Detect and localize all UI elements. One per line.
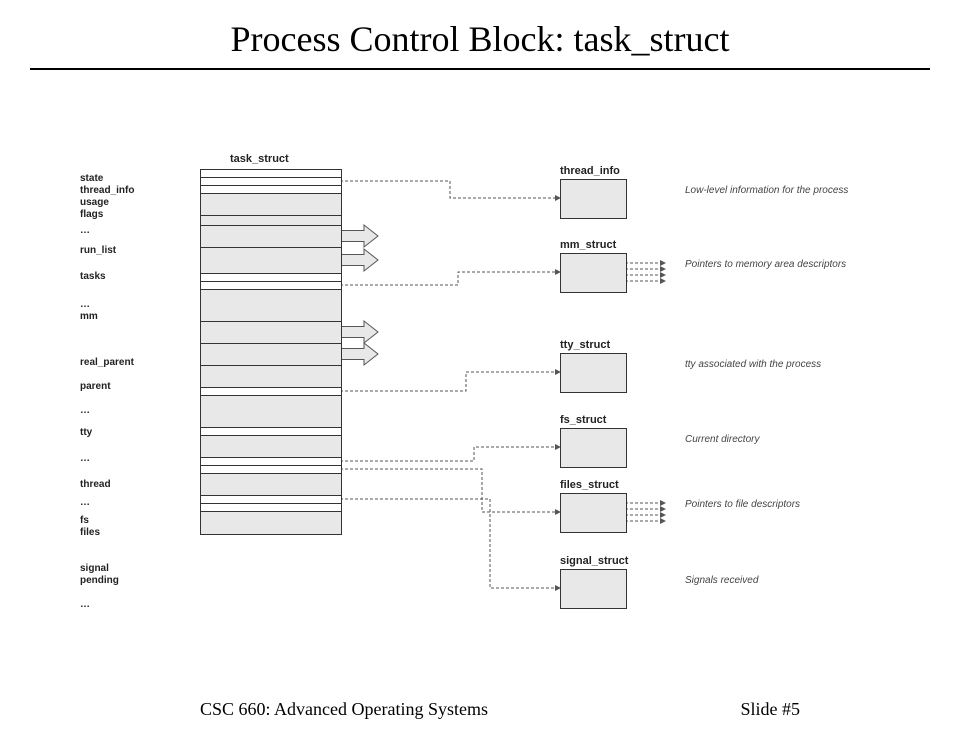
title-rule: [30, 68, 930, 70]
footer: CSC 660: Advanced Operating Systems Slid…: [0, 699, 960, 720]
ext-box: [560, 253, 627, 293]
footer-left: CSC 660: Advanced Operating Systems: [200, 699, 488, 720]
field-label: …: [80, 225, 90, 236]
struct-row: [201, 474, 341, 496]
struct-row: [201, 322, 341, 344]
ext-label: tty_struct: [560, 339, 610, 351]
ext-box: [560, 353, 627, 393]
field-label: …: [80, 453, 90, 464]
field-label: signal: [80, 563, 109, 574]
field-label: real_parent: [80, 357, 134, 368]
ext-label: thread_info: [560, 165, 620, 177]
struct-row: [201, 226, 341, 248]
field-label: state: [80, 173, 103, 184]
field-label: tty: [80, 427, 92, 438]
connector-layer: [30, 153, 930, 673]
struct-row: [201, 186, 341, 194]
struct-row: [201, 178, 341, 186]
field-label: mm: [80, 311, 98, 322]
struct-row: [201, 274, 341, 282]
ext-desc: Signals received: [685, 575, 865, 586]
field-label: parent: [80, 381, 111, 392]
ext-label: mm_struct: [560, 239, 616, 251]
ext-desc: Pointers to file descriptors: [685, 499, 865, 510]
struct-row: [201, 170, 341, 178]
field-label: …: [80, 405, 90, 416]
struct-row: [201, 458, 341, 466]
ext-label: fs_struct: [560, 414, 606, 426]
diagram: task_struct statethread_infousageflags…r…: [30, 153, 930, 673]
field-label: thread_info: [80, 185, 134, 196]
ext-desc: Pointers to memory area descriptors: [685, 259, 865, 270]
field-label: fs: [80, 515, 89, 526]
struct-row: [201, 216, 341, 226]
field-label: files: [80, 527, 100, 538]
task-struct-label: task_struct: [230, 153, 289, 165]
ext-label: files_struct: [560, 479, 619, 491]
struct-row: [201, 396, 341, 428]
struct-row: [201, 194, 341, 216]
struct-row: [201, 428, 341, 436]
field-label: tasks: [80, 271, 106, 282]
ext-label: signal_struct: [560, 555, 628, 567]
struct-row: [201, 496, 341, 504]
struct-row: [201, 290, 341, 322]
ext-box: [560, 493, 627, 533]
ext-box: [560, 428, 627, 468]
field-label: …: [80, 497, 90, 508]
field-label: pending: [80, 575, 119, 586]
ext-desc: Current directory: [685, 434, 865, 445]
ext-desc: tty associated with the process: [685, 359, 865, 370]
ext-desc: Low-level information for the process: [685, 185, 865, 196]
field-label: run_list: [80, 245, 116, 256]
ext-box: [560, 569, 627, 609]
struct-row: [201, 436, 341, 458]
struct-row: [201, 282, 341, 290]
struct-row: [201, 466, 341, 474]
task-struct-column: [200, 169, 342, 535]
struct-row: [201, 504, 341, 512]
field-label: flags: [80, 209, 103, 220]
struct-row: [201, 512, 341, 534]
field-label: …: [80, 599, 90, 610]
page-title: Process Control Block: task_struct: [0, 18, 960, 60]
field-label: usage: [80, 197, 109, 208]
struct-row: [201, 388, 341, 396]
field-label: thread: [80, 479, 111, 490]
ext-box: [560, 179, 627, 219]
field-label: …: [80, 299, 90, 310]
struct-row: [201, 248, 341, 274]
struct-row: [201, 344, 341, 366]
struct-row: [201, 366, 341, 388]
footer-right: Slide #5: [740, 699, 800, 720]
